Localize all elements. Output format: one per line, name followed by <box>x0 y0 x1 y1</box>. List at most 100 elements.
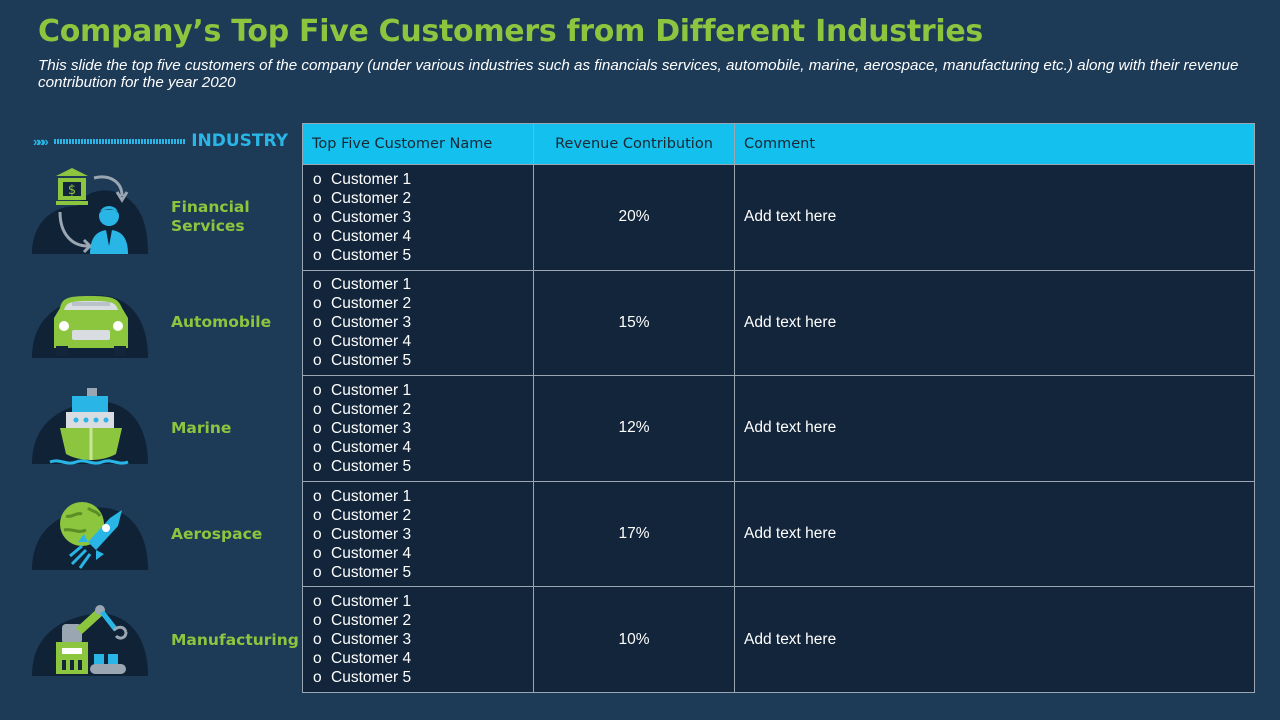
customer-name: Customer 3 <box>331 525 412 543</box>
industry-label: INDUSTRY <box>191 131 288 151</box>
bullet-icon: o <box>313 457 322 475</box>
bank-banker-icon: $ <box>32 168 148 254</box>
list-item: o Customer 2 <box>313 400 533 419</box>
bullet-icon: o <box>313 333 322 351</box>
customer-name: Customer 4 <box>331 438 412 456</box>
industry-item-marine: Marine <box>32 378 292 478</box>
list-item: o Customer 2 <box>313 611 533 630</box>
list-item: o Customer 3 <box>313 208 533 227</box>
customer-names-cell: o Customer 1 o Customer 2 o Customer 3 o Custom… <box>302 164 534 271</box>
revenue-cell: 15% <box>533 269 735 377</box>
bullet-icon: o <box>313 381 322 399</box>
customer-name: Customer 3 <box>331 631 412 649</box>
chevrons-icon: »»» <box>33 133 49 149</box>
list-item: o Customer 3 <box>313 630 533 649</box>
bullet-icon: o <box>313 352 322 370</box>
list-item: o Customer 3 <box>313 525 533 544</box>
comment-cell: Add text here <box>734 164 1255 271</box>
list-item: o Customer 1 <box>313 487 533 506</box>
customers-table: Top Five Customer Name Revenue Contribut… <box>302 123 1255 693</box>
svg-text:$: $ <box>68 183 76 198</box>
list-item: o Customer 5 <box>313 351 533 370</box>
header-customer-name: Top Five Customer Name <box>302 123 534 165</box>
bullet-icon: o <box>313 295 322 313</box>
customer-name: Customer 1 <box>331 381 412 399</box>
industry-name: Automobile <box>171 313 272 331</box>
customer-name: Customer 5 <box>331 669 412 687</box>
bullet-icon: o <box>313 400 322 418</box>
bullet-icon: o <box>313 525 322 543</box>
table-row: o Customer 1 o Customer 2 o Customer 3 o Custom… <box>302 480 1255 588</box>
bullet-icon: o <box>313 314 322 332</box>
table-header-row: Top Five Customer Name Revenue Contribut… <box>302 123 1255 165</box>
bullet-icon: o <box>313 208 322 226</box>
industry-item-manufacturing: Manufacturing <box>32 590 299 690</box>
list-item: o Customer 4 <box>313 544 533 563</box>
header-comment: Comment <box>734 123 1255 165</box>
customer-names-cell: o Customer 1 o Customer 2 o Customer 3 o Custom… <box>302 480 534 588</box>
list-item: o Customer 2 <box>313 189 533 208</box>
bullet-icon: o <box>313 544 322 562</box>
bullet-icon: o <box>313 650 322 668</box>
customer-name: Customer 3 <box>331 208 412 226</box>
customer-list: o Customer 1 o Customer 2 o Customer 3 o Custom… <box>313 487 533 582</box>
page-subtitle: This slide the top five customers of the… <box>38 57 1239 91</box>
comment-cell: Add text here <box>734 586 1255 693</box>
customer-name: Customer 5 <box>331 246 412 264</box>
rocket-planet-icon <box>32 502 148 570</box>
bullet-icon: o <box>313 246 322 264</box>
customer-name: Customer 4 <box>331 650 412 668</box>
bullet-icon: o <box>313 612 322 630</box>
bullet-icon: o <box>313 227 322 245</box>
bullet-icon: o <box>313 563 322 581</box>
customer-list: o Customer 1 o Customer 2 o Customer 3 o Custom… <box>313 592 533 687</box>
industry-name: Financial Services <box>171 198 250 235</box>
industry-name: Marine <box>171 419 232 437</box>
customer-name: Customer 2 <box>331 189 412 207</box>
customer-name: Customer 1 <box>331 487 412 505</box>
list-item: o Customer 4 <box>313 438 533 457</box>
customer-name: Customer 4 <box>331 544 412 562</box>
revenue-cell: 10% <box>533 586 735 693</box>
customer-list: o Customer 1 o Customer 2 o Customer 3 o Custom… <box>313 381 533 476</box>
comment-cell: Add text here <box>734 480 1255 588</box>
customer-name: Customer 5 <box>331 563 412 581</box>
bullet-icon: o <box>313 631 322 649</box>
customer-name: Customer 4 <box>331 333 412 351</box>
revenue-cell: 12% <box>533 375 735 482</box>
revenue-cell: 17% <box>533 480 735 588</box>
list-item: o Customer 5 <box>313 457 533 476</box>
list-item: o Customer 2 <box>313 294 533 313</box>
bullet-icon: o <box>313 276 322 294</box>
list-item: o Customer 4 <box>313 227 533 246</box>
industry-name: Manufacturing <box>171 631 299 649</box>
table-row: o Customer 1 o Customer 2 o Customer 3 o Custom… <box>302 586 1255 693</box>
comment-cell: Add text here <box>734 269 1255 377</box>
bullet-icon: o <box>313 189 322 207</box>
customer-name: Customer 2 <box>331 506 412 524</box>
customer-list: o Customer 1 o Customer 2 o Customer 3 o Custom… <box>313 170 533 265</box>
bullet-icon: o <box>313 419 322 437</box>
table-row: o Customer 1 o Customer 2 o Customer 3 o Custom… <box>302 375 1255 482</box>
industry-item-aerospace: Aerospace <box>32 484 292 584</box>
ship-icon <box>32 388 148 465</box>
table-row: o Customer 1 o Customer 2 o Customer 3 o Custom… <box>302 269 1255 377</box>
robot-arm-icon <box>32 605 148 676</box>
customer-name: Customer 5 <box>331 352 412 370</box>
list-item: o Customer 1 <box>313 170 533 189</box>
list-item: o Customer 5 <box>313 563 533 582</box>
customer-list: o Customer 1 o Customer 2 o Customer 3 o Custom… <box>313 275 533 370</box>
list-item: o Customer 1 <box>313 592 533 611</box>
customer-name: Customer 2 <box>331 400 412 418</box>
customer-name: Customer 2 <box>331 612 412 630</box>
list-item: o Customer 4 <box>313 649 533 668</box>
car-icon <box>32 295 148 358</box>
customer-name: Customer 4 <box>331 227 412 245</box>
customer-name: Customer 3 <box>331 314 412 332</box>
page-title: Company’s Top Five Customers from Differ… <box>38 14 983 49</box>
industry-item-financial: $ Financial Services <box>32 168 292 268</box>
customer-name: Customer 1 <box>331 170 412 188</box>
list-item: o Customer 3 <box>313 419 533 438</box>
list-item: o Customer 4 <box>313 332 533 351</box>
comment-cell: Add text here <box>734 375 1255 482</box>
